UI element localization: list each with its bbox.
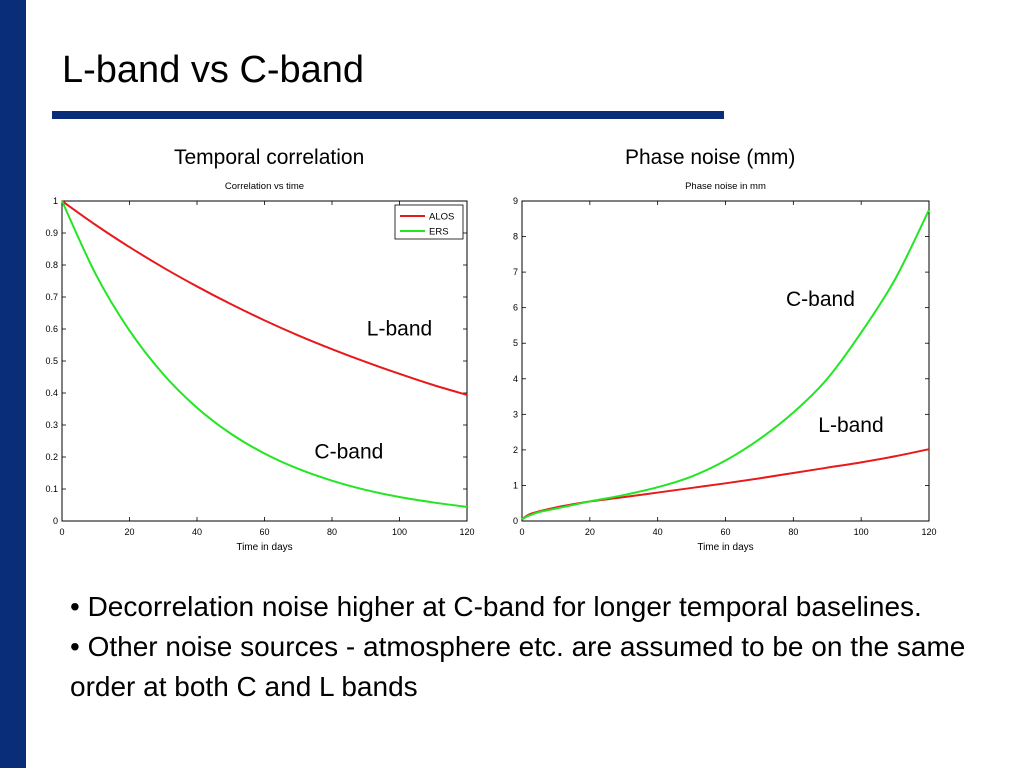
x-tick-label: 0 (519, 527, 524, 537)
y-tick-label: 0.2 (45, 452, 58, 462)
left-panel-heading: Temporal correlation (174, 146, 365, 169)
y-tick-label: 2 (513, 445, 518, 455)
y-tick-label: 8 (513, 232, 518, 242)
annotation-l-band: L-band (367, 317, 432, 340)
y-tick-label: 4 (513, 374, 518, 384)
bullet-item: • Decorrelation noise higher at C-band f… (70, 591, 922, 622)
y-tick-label: 1 (53, 196, 58, 206)
side-accent-bar (0, 0, 26, 768)
legend-box (394, 204, 464, 240)
y-tick-label: 0.4 (45, 388, 58, 398)
y-tick-label: 5 (513, 338, 518, 348)
chart-title: Phase noise in mm (685, 181, 766, 192)
x-tick-label: 60 (259, 527, 269, 537)
plot-frame (61, 200, 468, 522)
x-axis-label: Time in days (236, 542, 292, 553)
plot-frame (521, 200, 930, 522)
x-tick-label: 20 (124, 527, 134, 537)
y-tick-label: 7 (513, 267, 518, 277)
bullet-item: • Other noise sources - atmosphere etc. … (70, 631, 966, 702)
y-tick-label: 3 (513, 409, 518, 419)
series-line-ers (61, 200, 468, 508)
y-tick-label: 0 (513, 516, 518, 526)
y-tick-label: 0.6 (45, 324, 58, 334)
y-tick-label: 1 (513, 480, 518, 490)
y-tick-label: 0.1 (45, 484, 58, 494)
x-tick-label: 40 (653, 527, 663, 537)
x-tick-label: 20 (585, 527, 595, 537)
y-tick-label: 9 (513, 196, 518, 206)
y-tick-label: 0.5 (45, 356, 58, 366)
series-line-alos (61, 200, 468, 396)
x-tick-label: 80 (327, 527, 337, 537)
slide-title: L-band vs C-band (62, 49, 365, 91)
y-tick-label: 0.7 (45, 292, 58, 302)
x-tick-label: 100 (392, 527, 407, 537)
legend-entry: ALOS (429, 212, 454, 223)
x-tick-label: 120 (459, 527, 474, 537)
y-tick-label: 0.9 (45, 228, 58, 238)
x-tick-label: 40 (192, 527, 202, 537)
x-tick-label: 120 (921, 527, 936, 537)
legend-entry: ERS (429, 227, 449, 238)
x-tick-label: 100 (854, 527, 869, 537)
y-tick-label: 6 (513, 303, 518, 313)
bullet-list: • Decorrelation noise higher at C-band f… (70, 587, 970, 707)
annotation-c-band: C-band (786, 288, 855, 311)
title-underline (52, 111, 724, 119)
annotation-l-band: L-band (818, 414, 883, 437)
series-line-c-band (521, 209, 930, 521)
y-tick-label: 0.8 (45, 260, 58, 270)
x-axis-label: Time in days (697, 542, 753, 553)
right-panel-heading: Phase noise (mm) (625, 146, 796, 169)
x-tick-label: 0 (59, 527, 64, 537)
chart-title: Correlation vs time (225, 181, 304, 192)
x-tick-label: 60 (720, 527, 730, 537)
x-tick-label: 80 (788, 527, 798, 537)
y-tick-label: 0.3 (45, 420, 58, 430)
annotation-c-band: C-band (314, 441, 383, 464)
y-tick-label: 0 (53, 516, 58, 526)
